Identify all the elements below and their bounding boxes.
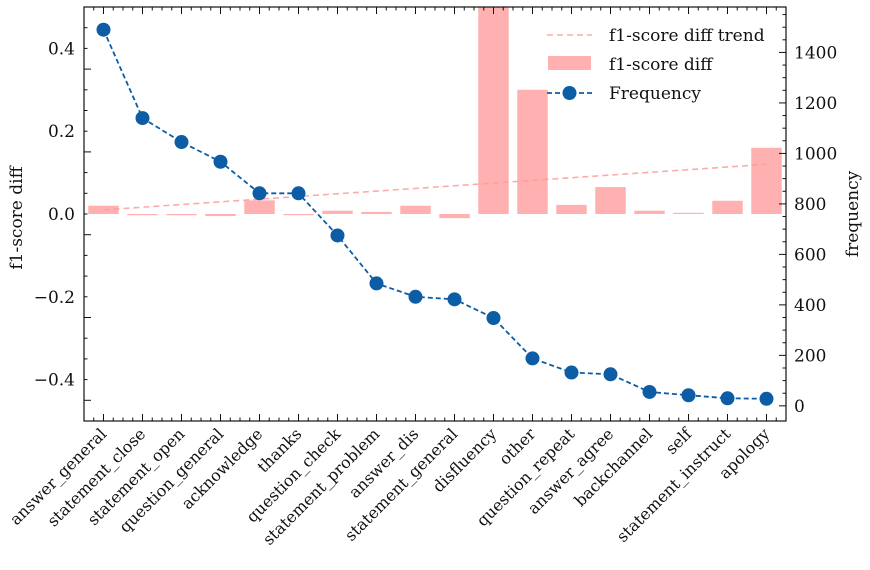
bar-thanks <box>283 214 314 216</box>
bar-backchannel <box>634 210 665 214</box>
frequency-point-thanks <box>291 186 306 201</box>
legend: f1-score diff trend f1-score diff Freque… <box>547 26 765 104</box>
frequency-point-statement_general <box>447 292 462 307</box>
left-tick-label: −0.4 <box>34 371 75 391</box>
trend-line <box>103 163 767 211</box>
legend-bar-swatch <box>548 56 591 70</box>
right-tick-label: 200 <box>794 346 826 366</box>
legend-trend-label: f1-score diff trend <box>609 26 765 46</box>
bar-statement_general <box>439 214 470 219</box>
right-tick-label: 600 <box>794 245 826 265</box>
frequency-point-statement_instruct <box>720 391 735 406</box>
right-tick-label: 800 <box>794 195 826 215</box>
bar-answer_dis <box>400 205 431 214</box>
left-axis-title: f1-score diff <box>7 164 27 269</box>
right-tick-label: 400 <box>794 296 826 316</box>
frequency-point-question_check <box>330 228 345 243</box>
right-tick-label: 1400 <box>794 43 837 63</box>
bar-self <box>673 212 704 214</box>
frequency-point-answer_general <box>96 22 111 37</box>
frequency-point-statement_open <box>174 135 189 150</box>
frequency-point-statement_problem <box>369 276 384 291</box>
bar-series <box>88 7 782 219</box>
left-tick-label: −0.2 <box>34 288 75 308</box>
frequency-point-answer_agree <box>603 367 618 382</box>
left-tick-label: 0.4 <box>48 39 75 59</box>
right-tick-label: 1000 <box>794 144 837 164</box>
bar-statement_close <box>127 214 158 216</box>
legend-frequency-marker <box>562 86 577 100</box>
bar-statement_instruct <box>712 200 743 214</box>
x-tick-label-self: self <box>662 424 697 459</box>
bar-question_repeat <box>556 204 587 214</box>
left-tick-label: 0.2 <box>48 122 75 142</box>
bar-disfluency <box>478 7 509 214</box>
frequency-point-question_general <box>213 154 228 169</box>
right-axis-title: frequency <box>843 170 863 257</box>
bar-question_check <box>322 210 353 214</box>
frequency-point-disfluency <box>486 311 501 326</box>
right-tick-label: 0 <box>794 397 805 417</box>
bar-statement_problem <box>361 211 392 214</box>
frequency-point-apology <box>759 391 774 406</box>
frequency-point-self <box>681 388 696 403</box>
frequency-point-acknowledge <box>252 186 267 201</box>
trend-series <box>103 163 767 211</box>
right-tick-label: 1200 <box>794 94 837 114</box>
frequency-point-statement_close <box>135 111 150 126</box>
frequency-point-question_repeat <box>564 365 579 380</box>
legend-frequency-label: Frequency <box>609 84 701 104</box>
bar-question_general <box>205 214 236 217</box>
right-axis: 0 200 400 600 800 1000 1200 1400 <box>779 14 837 417</box>
bar-apology <box>751 147 782 214</box>
frequency-series <box>96 22 774 406</box>
left-axis: 0.4 0.2 0.0 −0.2 −0.4 <box>34 6 91 422</box>
frequency-point-backchannel <box>642 384 657 399</box>
left-tick-label: 0.0 <box>48 205 75 225</box>
legend-bar-label: f1-score diff <box>609 55 714 75</box>
bar-statement_open <box>166 214 197 216</box>
bar-acknowledge <box>244 200 275 214</box>
bar-answer_agree <box>595 187 626 214</box>
frequency-point-answer_dis <box>408 289 423 304</box>
frequency-point-other <box>525 351 540 366</box>
bar-other <box>517 89 548 214</box>
